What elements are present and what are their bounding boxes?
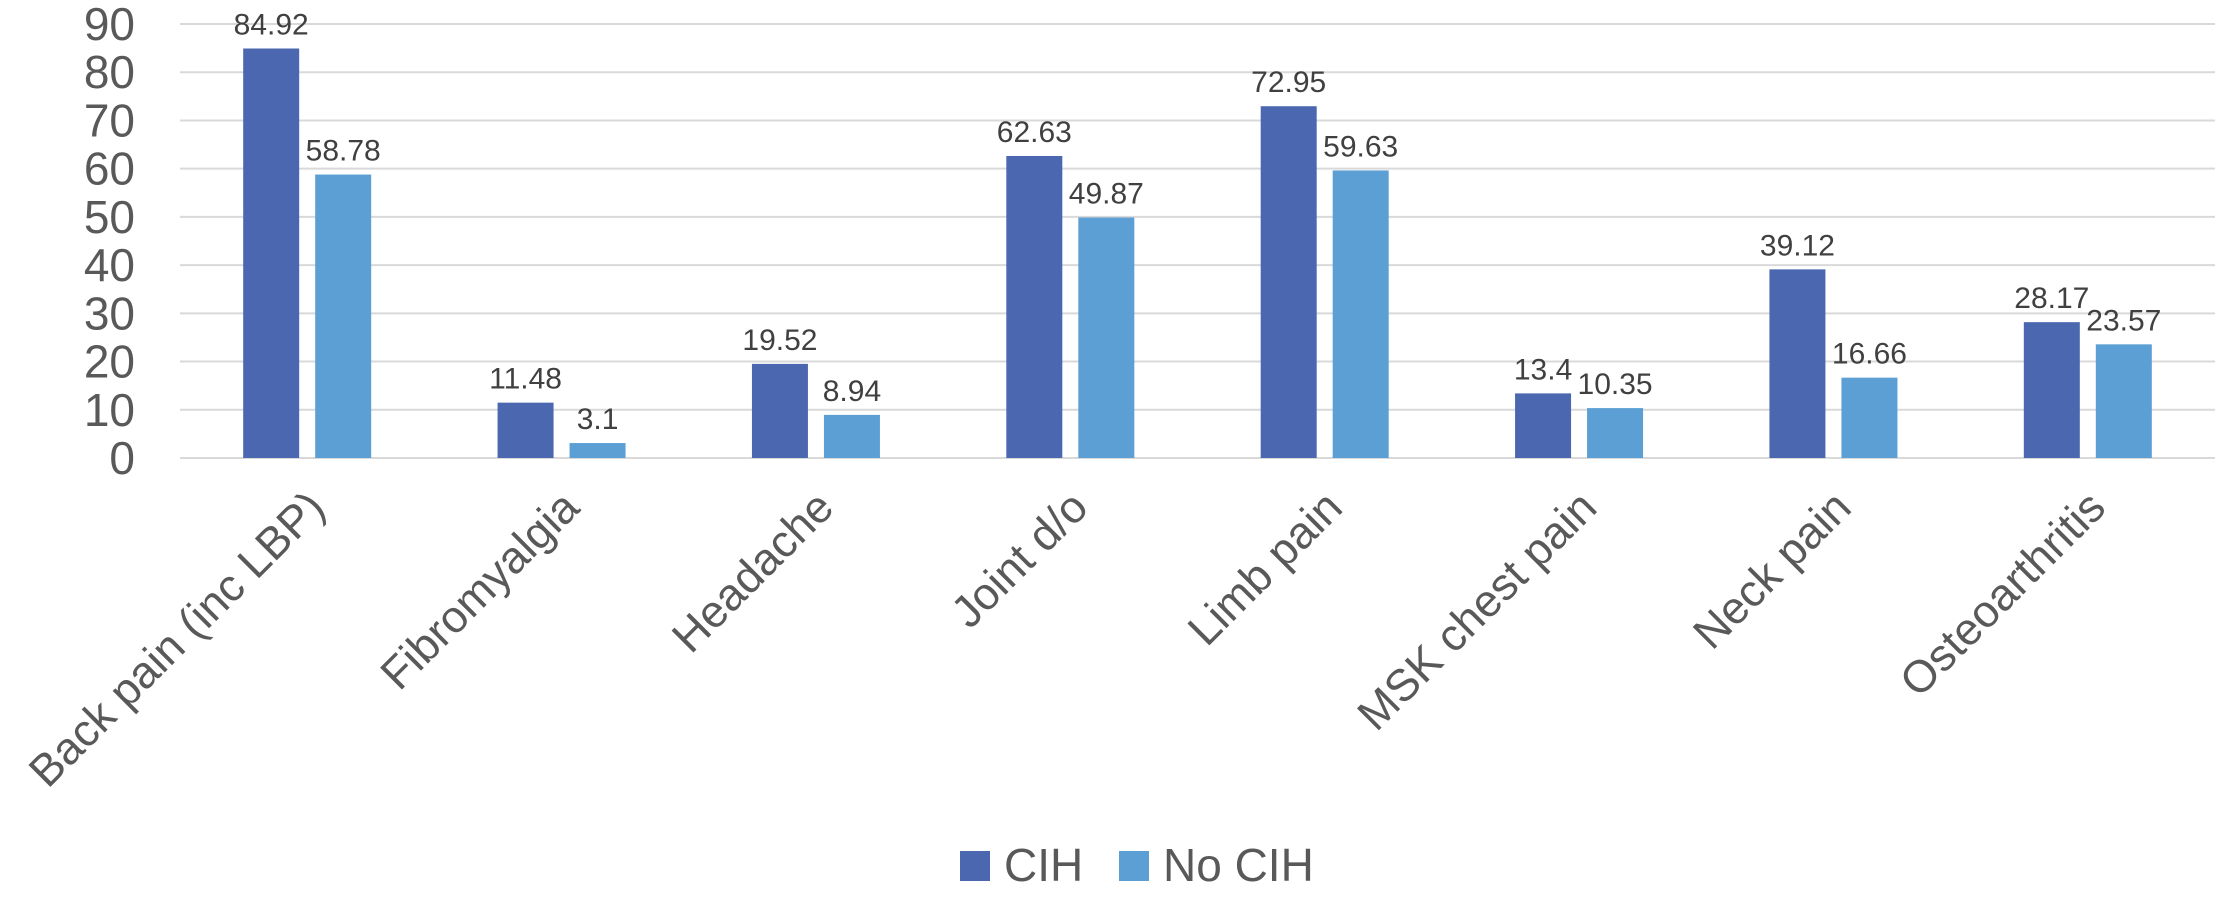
bar-cih — [497, 402, 554, 458]
x-axis-categories: Back pain (inc LBP) Fibromyalgia Headache J… — [19, 480, 2115, 796]
data-label: 58.78 — [306, 135, 381, 168]
bar-no-cih — [2095, 344, 2152, 458]
y-tick-label: 80 — [84, 46, 135, 98]
legend-label: No CIH — [1163, 839, 1314, 891]
bar-no-cih — [315, 174, 372, 458]
data-label: 13.4 — [1514, 353, 1572, 386]
bar-no-cih — [1078, 217, 1135, 458]
gridlines — [180, 23, 2215, 459]
bar-cih — [243, 48, 300, 458]
bar-no-cih — [1332, 170, 1389, 459]
data-label: 23.57 — [2086, 304, 2161, 337]
category-label: Joint d/o — [941, 481, 1097, 637]
y-tick-label: 50 — [84, 191, 135, 243]
bar-no-cih — [1587, 408, 1644, 458]
data-label: 62.63 — [997, 116, 1072, 149]
bar-cih — [751, 363, 808, 458]
category-label: Neck pain — [1683, 481, 1861, 659]
data-label: 72.95 — [1251, 66, 1326, 99]
category-label: Headache — [662, 481, 843, 662]
bar-no-cih — [1841, 377, 1898, 458]
data-label: 49.87 — [1069, 178, 1144, 211]
y-tick-label: 70 — [84, 94, 135, 146]
data-label: 3.1 — [577, 403, 619, 436]
bar-no-cih — [569, 443, 626, 458]
bar-cih — [1769, 269, 1826, 458]
data-label: 59.63 — [1323, 130, 1398, 163]
data-labels: 84.92 58.78 11.48 3.1 19.528.94 62.63 49.87 72.… — [234, 8, 2162, 436]
legend-swatch — [960, 851, 990, 881]
y-tick-label: 30 — [84, 287, 135, 339]
legend-swatch — [1119, 851, 1149, 881]
category-label: Limb pain — [1178, 481, 1352, 655]
data-label: 84.92 — [234, 8, 309, 41]
y-tick-label: 20 — [84, 336, 135, 388]
data-label: 11.48 — [489, 363, 562, 396]
data-label: 10.35 — [1578, 368, 1653, 401]
data-label: 28.17 — [2014, 282, 2089, 315]
category-label: Back pain (inc LBP) — [19, 481, 335, 797]
y-tick-label: 90 — [84, 0, 135, 50]
bar-cih — [1006, 155, 1063, 458]
y-tick-label: 10 — [84, 384, 135, 436]
legend-label: CIH — [1004, 839, 1083, 891]
bar-cih — [1260, 106, 1317, 459]
data-label: 8.94 — [823, 375, 881, 408]
data-label: 16.66 — [1832, 338, 1907, 371]
legend: CIH No CIH — [960, 839, 1314, 891]
y-tick-label: 40 — [84, 239, 135, 291]
y-tick-label: 60 — [84, 143, 135, 195]
category-label: MSK chest pain — [1347, 481, 1606, 740]
bar-cih — [1515, 393, 1572, 458]
data-label: 39.12 — [1760, 229, 1835, 262]
category-label: Osteoarthritis — [1890, 481, 2115, 706]
y-tick-label: 0 — [109, 432, 135, 484]
category-label: Fibromyalgia — [370, 480, 589, 699]
bars — [243, 48, 2152, 459]
bar-no-cih — [823, 414, 880, 458]
bar-cih — [2023, 322, 2080, 458]
data-label: 19.52 — [742, 324, 817, 357]
